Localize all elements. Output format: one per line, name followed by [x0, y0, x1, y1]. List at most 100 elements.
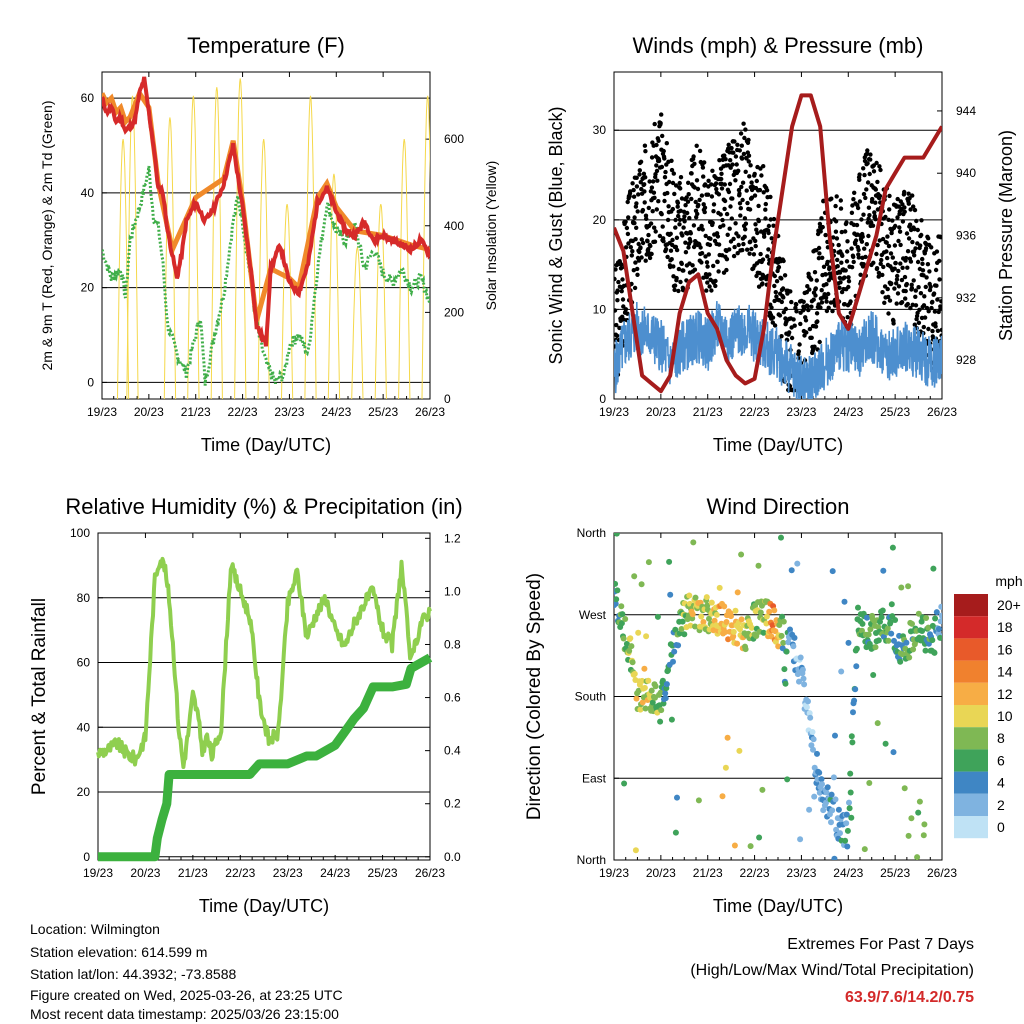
gust-point	[740, 197, 745, 203]
gust-point	[673, 217, 678, 223]
gust-point	[643, 258, 648, 263]
gust-point	[660, 133, 665, 139]
gust-point	[829, 196, 834, 201]
gust-point	[754, 178, 759, 184]
gust-point	[903, 288, 908, 294]
gust-point	[716, 269, 721, 274]
y2-tick-label: 0.0	[444, 850, 461, 864]
direction-point	[799, 666, 806, 673]
gust-point	[647, 179, 652, 184]
direction-point	[710, 627, 717, 634]
gust-point	[692, 185, 697, 190]
gust-point	[736, 242, 741, 248]
direction-point	[662, 690, 669, 697]
gust-point	[870, 196, 875, 202]
gust-point	[939, 299, 942, 304]
gust-point	[915, 259, 921, 265]
gust-point	[898, 242, 903, 248]
solar-pulse	[327, 173, 341, 399]
direction-point	[830, 774, 837, 781]
direction-point	[674, 794, 680, 801]
gust-point	[663, 169, 668, 175]
gust-point	[777, 313, 783, 318]
direction-point	[734, 589, 741, 596]
gust-point	[842, 302, 847, 307]
gust-point	[918, 291, 924, 296]
direction-point	[903, 639, 910, 646]
gust-point	[880, 272, 885, 278]
y-tick-label: West	[579, 608, 607, 622]
y2-tick-label: 928	[956, 353, 976, 367]
direction-point	[622, 616, 629, 622]
gust-point	[719, 186, 725, 191]
gust-point	[789, 299, 794, 305]
gust-point	[634, 184, 640, 189]
gust-point	[625, 231, 631, 237]
gust-point	[913, 288, 918, 293]
gust-point	[865, 161, 870, 166]
solar-pulse	[257, 139, 270, 399]
gust-point	[866, 216, 871, 221]
gust-point	[910, 193, 915, 198]
gust-point	[772, 273, 777, 279]
gust-point	[649, 251, 654, 257]
gust-point	[836, 242, 841, 248]
gust-point	[890, 218, 895, 223]
gust-point	[638, 180, 643, 185]
direction-point	[760, 629, 767, 636]
gust-point	[689, 171, 694, 176]
gust-point	[625, 199, 630, 205]
gust-point	[819, 300, 825, 305]
gust-point	[889, 281, 894, 286]
gust-point	[939, 327, 942, 333]
direction-point	[891, 637, 897, 644]
gust-point	[707, 284, 712, 289]
direction-point	[643, 633, 650, 640]
gust-point	[747, 207, 753, 212]
gust-point	[811, 297, 816, 302]
direction-point	[660, 700, 667, 707]
direction-point	[706, 615, 712, 622]
gust-point	[762, 234, 767, 239]
gust-point	[653, 172, 658, 177]
gust-point	[655, 178, 660, 183]
gust-point	[722, 153, 727, 158]
direction-point	[879, 607, 886, 614]
gust-point	[626, 215, 631, 220]
legend-label: 16	[997, 641, 1013, 657]
gust-point	[632, 285, 638, 291]
direction-point	[785, 639, 792, 646]
direction-point	[614, 600, 619, 607]
gust-point	[686, 192, 691, 197]
gust-point	[736, 187, 742, 193]
created-text: Figure created on Wed, 2025-03-26, at 23…	[30, 987, 343, 1003]
gust-point	[934, 283, 939, 288]
direction-point	[658, 707, 665, 714]
gust-point	[624, 225, 630, 231]
direction-point	[811, 793, 818, 800]
gust-point	[756, 203, 761, 209]
direction-point	[662, 695, 669, 702]
gust-point	[830, 308, 835, 314]
gust-point	[700, 227, 705, 232]
direction-point	[627, 635, 634, 642]
legend-label: 10	[997, 708, 1013, 724]
gust-point	[725, 232, 730, 237]
gust-point	[906, 236, 912, 241]
gust-point	[614, 322, 619, 328]
gust-point	[731, 236, 736, 242]
gust-point	[819, 288, 824, 293]
gust-point	[865, 180, 871, 185]
gust-point	[753, 222, 758, 227]
gust-point	[691, 223, 697, 228]
gust-point	[927, 287, 933, 293]
gust-point	[900, 219, 906, 224]
gust-point	[909, 286, 915, 291]
gust-point	[630, 249, 635, 254]
gust-point	[673, 225, 678, 230]
gust-point	[701, 174, 706, 179]
gust-point	[703, 254, 708, 259]
gust-point	[877, 238, 882, 243]
direction-point	[919, 628, 926, 634]
gust-point	[873, 217, 878, 222]
